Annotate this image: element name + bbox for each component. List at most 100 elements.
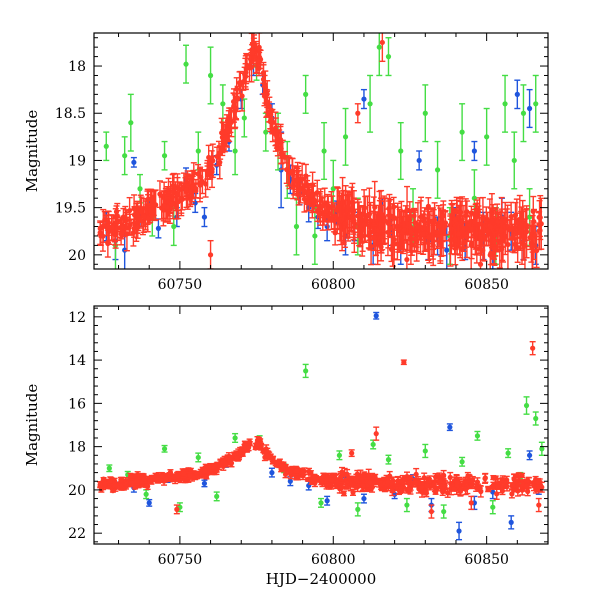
bottom-red-point bbox=[147, 479, 153, 484]
bottom-green-point bbox=[195, 453, 201, 462]
bottom-red-point bbox=[433, 490, 439, 495]
bottom-green-point bbox=[106, 465, 112, 471]
bottom-blue-point bbox=[324, 496, 330, 505]
bottom-y-tick-label: 22 bbox=[68, 526, 86, 542]
bottom-green-point bbox=[370, 440, 376, 449]
top-green-point bbox=[103, 132, 109, 160]
bottom-blue-point bbox=[373, 312, 379, 318]
top-blue-point bbox=[131, 158, 137, 167]
bottom-green-point bbox=[459, 457, 465, 466]
bottom-red-point bbox=[318, 479, 324, 484]
top-green-point bbox=[162, 142, 168, 170]
top-x-tick-label: 60800 bbox=[311, 277, 356, 293]
bottom-red-point bbox=[312, 474, 318, 479]
top-green-point bbox=[385, 38, 391, 76]
top-green-point bbox=[343, 109, 349, 166]
bottom-y-tick-label: 20 bbox=[68, 483, 86, 499]
top-green-point bbox=[122, 137, 128, 175]
bottom-green-point bbox=[303, 364, 309, 377]
top-y-tick-label: 19.5 bbox=[55, 201, 86, 217]
bottom-red-point bbox=[401, 360, 407, 365]
bottom-red-point bbox=[423, 489, 429, 494]
top-green-point bbox=[484, 109, 490, 166]
bottom-green-point bbox=[524, 397, 530, 414]
top-green-point bbox=[293, 198, 299, 255]
top-green-point bbox=[128, 94, 134, 151]
bottom-red-point bbox=[451, 486, 457, 491]
top-blue-point bbox=[527, 90, 533, 128]
x-axis-label: HJD−2400000 bbox=[266, 570, 377, 588]
bottom-green-point bbox=[422, 444, 428, 457]
bottom-red-point bbox=[223, 462, 229, 467]
bottom-blue-point bbox=[361, 494, 367, 503]
top-green-point bbox=[263, 113, 269, 151]
bottom-red-point bbox=[255, 441, 261, 446]
bottom-green-point bbox=[143, 490, 149, 499]
bottom-red-point bbox=[203, 474, 209, 479]
top-green-point bbox=[511, 132, 517, 189]
bottom-red-point bbox=[175, 473, 181, 478]
bottom-red-point bbox=[495, 484, 501, 489]
top-blue-point bbox=[201, 208, 207, 227]
bottom-red-point bbox=[202, 468, 208, 473]
bottom-red-point bbox=[485, 487, 491, 492]
top-green-point bbox=[208, 47, 214, 104]
bottom-red-point bbox=[300, 471, 306, 476]
bottom-red-point bbox=[349, 450, 355, 456]
top-blue-point bbox=[471, 142, 477, 161]
bottom-plot-frame bbox=[94, 306, 548, 544]
bottom-green-point bbox=[385, 455, 391, 464]
top-blue-point bbox=[361, 90, 367, 109]
bottom-red-point bbox=[428, 505, 434, 518]
bottom-red-point bbox=[536, 499, 542, 512]
top-green-point bbox=[303, 75, 309, 113]
bottom-red-point bbox=[118, 477, 124, 482]
bottom-y-tick-label: 12 bbox=[68, 310, 86, 326]
bottom-red-point bbox=[373, 427, 379, 440]
bottom-blue-point bbox=[146, 500, 152, 506]
top-y-axis-label: Magnitude bbox=[23, 110, 41, 193]
top-green-point bbox=[367, 75, 373, 132]
bottom-green-point bbox=[232, 434, 238, 443]
bottom-blue-point bbox=[447, 424, 453, 430]
bottom-blue-point bbox=[527, 451, 533, 460]
top-green-point bbox=[321, 123, 327, 180]
bottom-green-point bbox=[336, 451, 342, 460]
bottom-red-point bbox=[214, 462, 220, 467]
top-green-point bbox=[520, 85, 526, 142]
bottom-green-point bbox=[505, 449, 511, 458]
bottom-green-point bbox=[162, 446, 168, 452]
bottom-red-point bbox=[344, 484, 350, 489]
bottom-x-tick-label: 60850 bbox=[464, 552, 509, 568]
bottom-red-point bbox=[293, 475, 299, 480]
bottom-red-point bbox=[159, 474, 165, 479]
bottom-red-point bbox=[519, 473, 525, 478]
top-green-point bbox=[398, 123, 404, 180]
top-green-point bbox=[183, 45, 189, 83]
bottom-x-tick-label: 60750 bbox=[158, 552, 203, 568]
top-blue-point bbox=[155, 219, 161, 238]
top-y-tick-label: 18.5 bbox=[55, 106, 86, 122]
bottom-y-tick-label: 16 bbox=[68, 396, 86, 412]
bottom-y-tick-label: 18 bbox=[68, 440, 86, 456]
bottom-green-point bbox=[490, 501, 496, 514]
bottom-green-point bbox=[355, 503, 361, 516]
bottom-blue-point bbox=[456, 522, 462, 539]
top-red-point bbox=[208, 241, 214, 269]
bottom-blue-point bbox=[269, 468, 275, 477]
top-red-point bbox=[355, 104, 361, 123]
top-green-point bbox=[220, 85, 226, 123]
bottom-data-layer bbox=[97, 312, 545, 539]
bottom-red-point bbox=[424, 483, 430, 488]
top-green-point bbox=[422, 85, 428, 142]
top-green-point bbox=[435, 142, 441, 199]
bottom-red-point bbox=[285, 467, 291, 472]
top-y-tick-label: 18 bbox=[68, 59, 86, 75]
top-y-tick-label: 20 bbox=[68, 248, 86, 264]
bottom-red-point bbox=[273, 460, 279, 465]
bottom-red-point bbox=[194, 471, 200, 476]
bottom-red-point bbox=[279, 463, 285, 468]
bottom-green-point bbox=[539, 442, 545, 455]
